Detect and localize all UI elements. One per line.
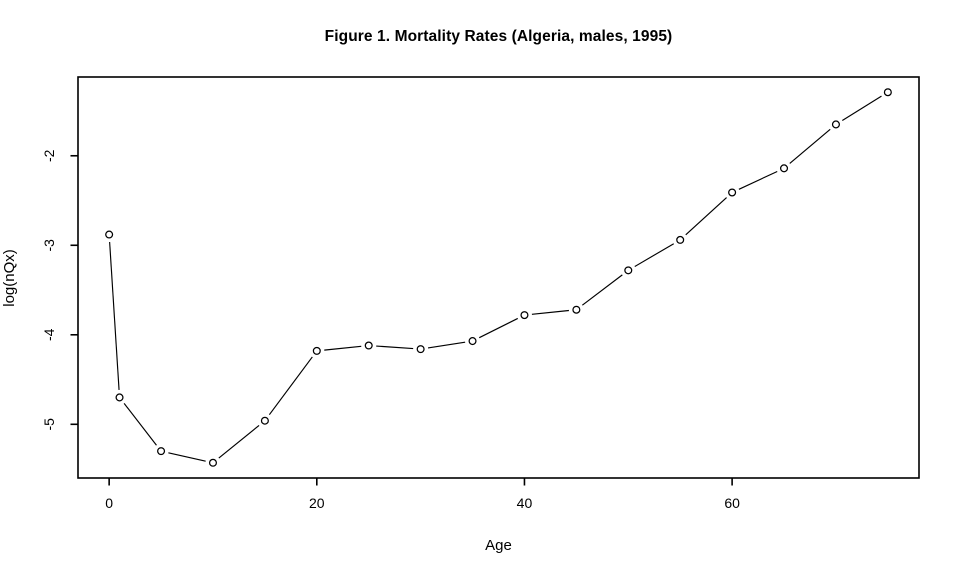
x-tick-label: 40	[517, 495, 533, 511]
data-point-marker	[468, 337, 477, 346]
chart-title: Figure 1. Mortality Rates (Algeria, male…	[324, 28, 673, 45]
data-line-segment	[268, 356, 313, 416]
data-point-marker	[208, 458, 218, 467]
data-point-marker	[157, 447, 166, 456]
data-line-segment	[218, 424, 260, 459]
data-line-segment	[685, 197, 727, 236]
data-point-marker	[831, 120, 840, 129]
data-point-marker	[728, 188, 737, 197]
data-point-marker	[312, 346, 321, 355]
x-tick-label: 60	[724, 495, 740, 511]
data-line-segment	[168, 452, 206, 462]
data-line-segment	[842, 95, 882, 121]
data-point-marker	[624, 266, 633, 275]
data-point-marker	[260, 416, 269, 425]
data-line-segment	[531, 309, 569, 315]
x-tick-label: 20	[309, 495, 325, 511]
data-point-marker	[115, 393, 124, 402]
y-tick-label: -4	[41, 328, 57, 341]
y-axis-label: log(nQx)	[1, 249, 18, 307]
y-tick-label: -3	[41, 239, 57, 252]
data-line-segment	[109, 241, 120, 390]
y-tick-label: -5	[41, 418, 57, 431]
data-point-marker	[779, 164, 789, 173]
data-point-marker	[105, 230, 114, 239]
data-line-segment	[427, 341, 466, 349]
data-point-marker	[676, 235, 685, 244]
data-point-marker	[520, 311, 529, 320]
data-point-marker	[572, 305, 581, 314]
y-tick-label: -2	[41, 149, 57, 162]
plot-box	[77, 76, 920, 479]
data-point-marker	[364, 341, 373, 350]
data-point-marker	[416, 345, 425, 354]
data-line-segment	[478, 317, 519, 339]
data-line-segment	[738, 170, 778, 190]
x-axis-label: Age	[485, 537, 512, 554]
data-line-segment	[324, 345, 362, 351]
data-line-segment	[634, 243, 675, 268]
data-line-segment	[123, 403, 157, 446]
data-line-segment	[376, 345, 414, 350]
data-point-marker	[883, 88, 892, 97]
x-tick-label: 0	[105, 495, 113, 511]
data-line-segment	[789, 128, 831, 164]
data-line-segment	[581, 274, 623, 306]
